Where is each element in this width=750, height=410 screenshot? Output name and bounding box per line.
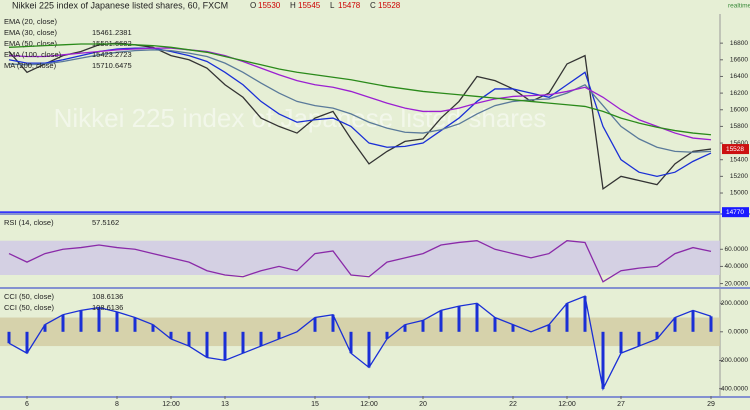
y-tick-label: 15800	[730, 123, 748, 130]
legend-value: 108.6136	[92, 292, 123, 301]
legend-value: 15710.6475	[92, 61, 132, 70]
chart-title: Nikkei 225 index of Japanese listed shar…	[12, 0, 228, 10]
ohlc-label: H	[290, 1, 296, 10]
series-line	[8, 49, 712, 153]
x-tick-label: 22	[509, 401, 517, 408]
y-tick-label: 15600	[730, 140, 748, 147]
y-tick-label: 200.0000	[721, 300, 748, 307]
legend-name: EMA (100, close)	[4, 50, 62, 59]
ohlc-label: O	[250, 1, 256, 10]
legend-name: CCI (50, close)	[4, 303, 55, 312]
y-tick-label: -200.0000	[719, 357, 749, 364]
legend-value: 57.5162	[92, 218, 119, 227]
band	[0, 240, 720, 275]
legend-name: EMA (50, close)	[4, 39, 57, 48]
legend-value: 108.6136	[92, 303, 123, 312]
level-tag	[722, 207, 749, 218]
series-line	[8, 43, 712, 136]
y-tick-label: 16200	[730, 90, 748, 97]
y-tick-label: 15000	[730, 190, 748, 197]
watermark: Nikkei 225 index of Japanese listed shar…	[54, 103, 547, 133]
ohlc-value: 15530	[258, 1, 281, 10]
last-price-tag	[722, 144, 749, 155]
legend-name: CCI (50, close)	[4, 292, 55, 301]
ohlc-label: C	[370, 1, 376, 10]
legend-value: 15423.2723	[92, 50, 132, 59]
y-tick-label: -400.0000	[719, 386, 749, 393]
x-tick-label: 29	[707, 401, 715, 408]
legend-name: EMA (20, close)	[4, 17, 57, 26]
y-tick-label: 15200	[730, 173, 748, 180]
legend-name: EMA (30, close)	[4, 28, 57, 37]
y-tick-label: 15400	[730, 156, 748, 163]
ohlc-value: 15545	[298, 1, 321, 10]
x-tick-label: 12:00	[162, 401, 180, 408]
y-tick-label: 0.0000	[728, 329, 748, 336]
ohlc-value: 15478	[338, 1, 361, 10]
realtime: realtime	[728, 3, 750, 10]
ohlc-value: 15528	[378, 1, 401, 10]
x-tick-label: 8	[115, 401, 119, 408]
x-tick-label: 15	[311, 401, 319, 408]
y-tick-label: 40.0000	[725, 263, 749, 270]
x-tick-label: 12:00	[558, 401, 576, 408]
series-line	[8, 47, 712, 141]
series-line	[8, 47, 712, 178]
series-line	[8, 295, 712, 391]
last-price-label: 15528	[726, 146, 744, 153]
y-tick-label: 16800	[730, 40, 748, 47]
legend-value: 15461.2381	[92, 28, 132, 37]
legend-name: RSI (14, close)	[4, 218, 54, 227]
x-tick-label: 20	[419, 401, 427, 408]
ohlc-label: L	[330, 1, 335, 10]
x-tick-label: 6	[25, 401, 29, 408]
y-tick-label: 16400	[730, 73, 748, 80]
y-tick-label: 20.0000	[725, 280, 749, 287]
band	[0, 317, 720, 347]
x-tick-label: 13	[221, 401, 229, 408]
x-tick-label: 12:00	[360, 401, 378, 408]
series-line	[8, 240, 712, 283]
y-tick-label: 16600	[730, 57, 748, 64]
legend-name: MA (200, close)	[4, 61, 57, 70]
y-tick-label: 60.0000	[725, 246, 749, 253]
y-tick-label: 16000	[730, 106, 748, 113]
x-tick-label: 27	[617, 401, 625, 408]
level-label: 14770	[726, 209, 744, 216]
